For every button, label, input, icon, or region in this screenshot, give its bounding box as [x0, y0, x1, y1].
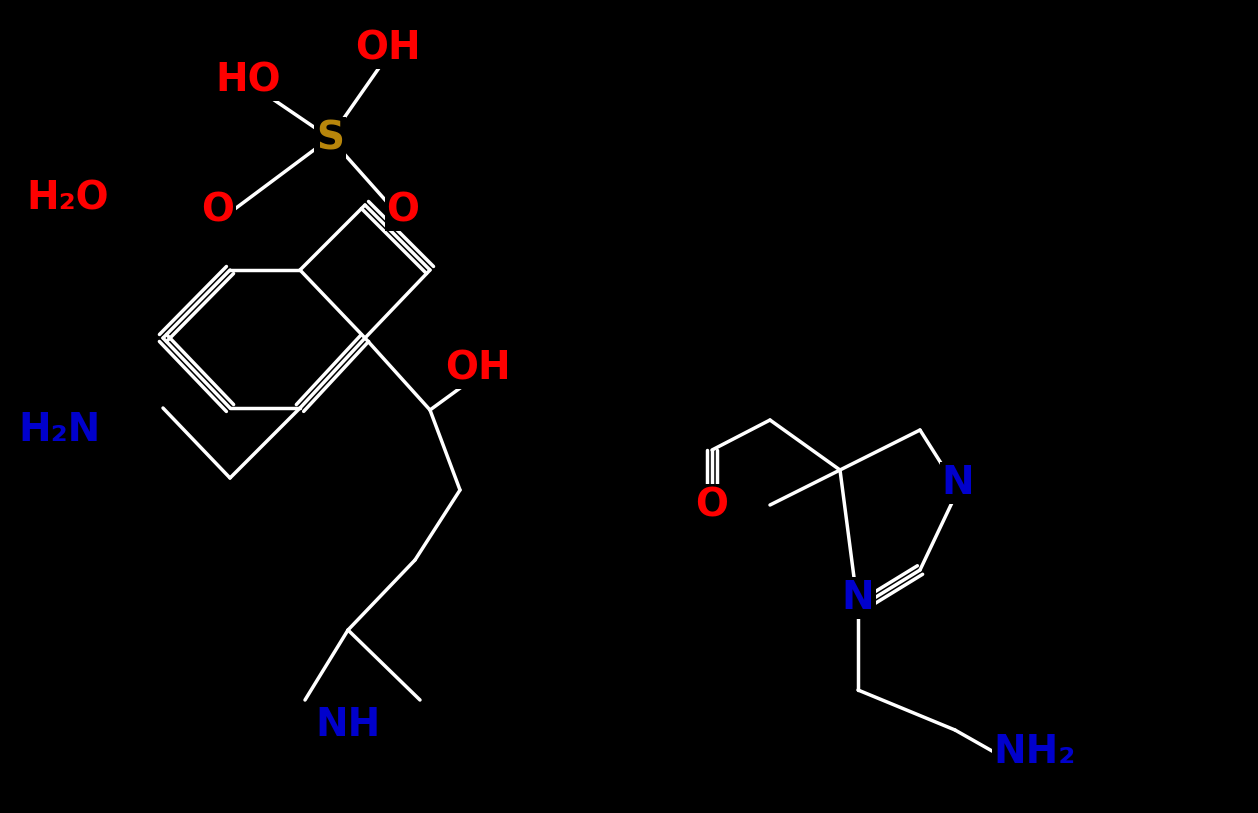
Text: O: O [696, 486, 728, 524]
Text: HO: HO [215, 61, 281, 99]
Text: NH: NH [316, 706, 381, 744]
Text: H₂O: H₂O [26, 179, 109, 217]
Text: NH₂: NH₂ [994, 733, 1076, 771]
Text: OH: OH [445, 349, 511, 387]
Text: N: N [942, 464, 974, 502]
Text: O: O [201, 191, 234, 229]
Text: H₂N: H₂N [19, 411, 101, 449]
Text: OH: OH [355, 29, 421, 67]
Text: S: S [316, 119, 343, 157]
Text: N: N [842, 579, 874, 617]
Text: O: O [386, 191, 419, 229]
